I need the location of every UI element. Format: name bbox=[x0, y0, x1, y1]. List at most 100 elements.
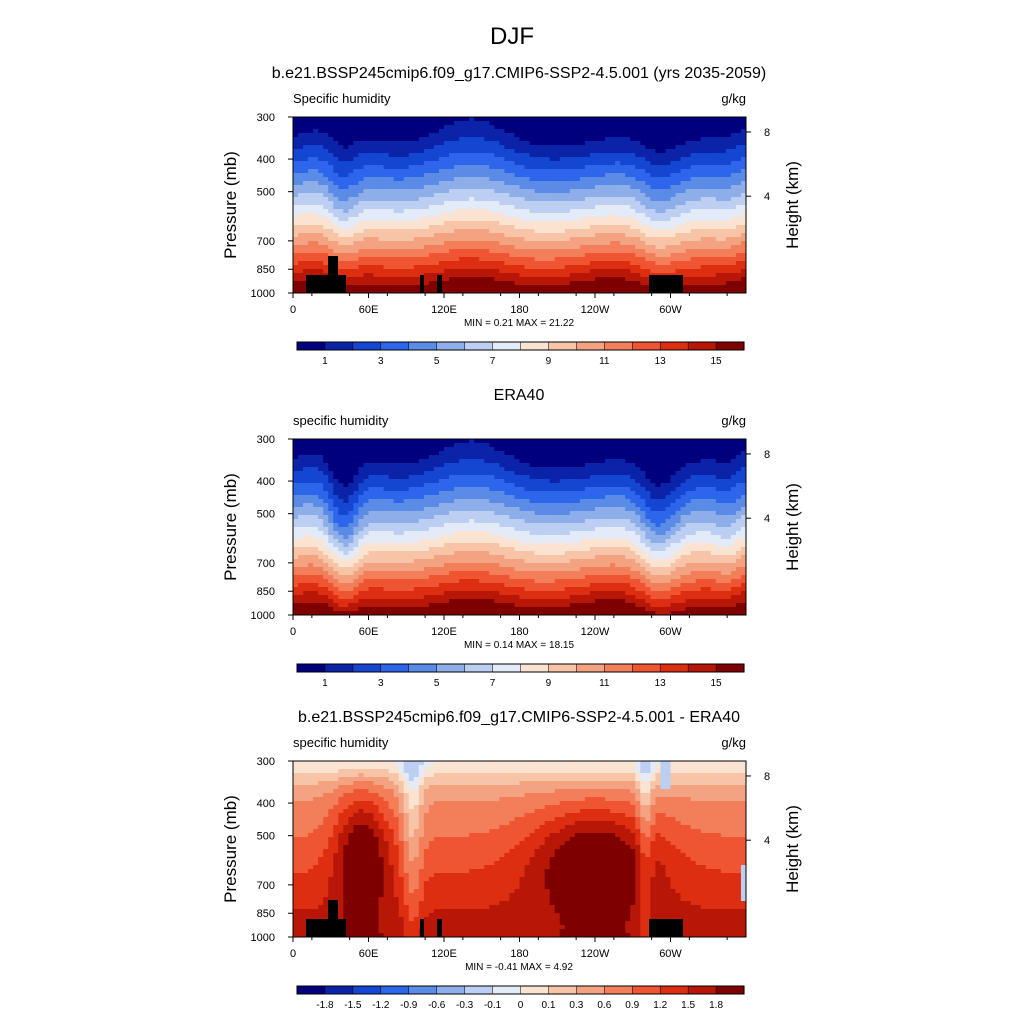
field-cell bbox=[725, 289, 732, 293]
field-cell bbox=[489, 193, 495, 198]
field-cell bbox=[605, 133, 611, 138]
field-cell bbox=[700, 253, 707, 258]
field-cell bbox=[393, 229, 400, 234]
field-cell bbox=[444, 193, 450, 198]
field-cell bbox=[569, 443, 576, 448]
field-cell bbox=[635, 205, 641, 210]
field-cell bbox=[444, 137, 450, 142]
field-cell bbox=[403, 205, 410, 210]
field-cell bbox=[740, 149, 746, 154]
field-cell bbox=[348, 161, 354, 166]
field-cell bbox=[418, 185, 425, 190]
field-cell bbox=[600, 289, 606, 293]
field-cell bbox=[373, 443, 380, 448]
field-cell bbox=[499, 475, 505, 480]
field-cell bbox=[595, 189, 601, 194]
field-cell bbox=[524, 181, 531, 186]
field-cell bbox=[393, 145, 400, 150]
field-cell bbox=[489, 213, 495, 218]
field-cell bbox=[323, 125, 329, 130]
field-cell bbox=[529, 249, 536, 254]
field-cell bbox=[333, 145, 339, 150]
field-cell bbox=[569, 161, 576, 166]
field-cell bbox=[333, 153, 339, 158]
field-cell bbox=[524, 197, 531, 202]
field-cell bbox=[423, 117, 430, 122]
field-cell bbox=[685, 471, 692, 476]
field-cell bbox=[418, 161, 425, 166]
field-cell bbox=[635, 463, 641, 468]
field-cell bbox=[469, 463, 475, 468]
field-cell bbox=[469, 181, 475, 186]
field-cell bbox=[559, 193, 566, 198]
field-cell bbox=[564, 145, 571, 150]
panel-title: ERA40 bbox=[494, 387, 545, 404]
field-cell bbox=[378, 157, 385, 162]
field-cell bbox=[710, 281, 717, 286]
field-cell bbox=[423, 475, 430, 480]
field-cell bbox=[529, 205, 536, 210]
field-cell bbox=[559, 181, 566, 186]
field-cell bbox=[469, 237, 475, 242]
field-cell bbox=[670, 157, 677, 162]
field-cell bbox=[318, 181, 324, 186]
field-cell bbox=[610, 189, 616, 194]
field-cell bbox=[358, 447, 365, 452]
field-cell bbox=[720, 137, 727, 142]
field-cell bbox=[685, 257, 692, 262]
field-cell bbox=[454, 157, 460, 162]
field-cell bbox=[484, 277, 490, 282]
field-cell bbox=[605, 269, 611, 274]
field-cell bbox=[348, 249, 354, 254]
field-cell bbox=[735, 185, 742, 190]
field-cell bbox=[438, 125, 445, 130]
field-cell bbox=[524, 269, 531, 274]
field-cell bbox=[499, 121, 505, 126]
field-cell bbox=[398, 169, 405, 174]
field-cell bbox=[484, 221, 490, 226]
field-cell bbox=[630, 225, 636, 230]
field-cell bbox=[383, 133, 390, 138]
field-cell bbox=[615, 189, 621, 194]
field-cell bbox=[363, 471, 370, 476]
field-cell bbox=[469, 169, 475, 174]
field-cell bbox=[313, 439, 319, 444]
field-cell bbox=[670, 225, 677, 230]
field-cell bbox=[650, 217, 656, 222]
field-cell bbox=[700, 137, 707, 142]
field-cell bbox=[428, 153, 435, 158]
field-cell bbox=[494, 467, 500, 472]
field-cell bbox=[720, 245, 727, 250]
field-cell bbox=[444, 169, 450, 174]
field-cell bbox=[348, 205, 354, 210]
field-cell bbox=[438, 173, 445, 178]
field-cell bbox=[564, 157, 571, 162]
field-cell bbox=[595, 165, 601, 170]
field-cell bbox=[293, 157, 299, 162]
field-cell bbox=[494, 153, 500, 158]
field-cell bbox=[595, 273, 601, 278]
field-cell bbox=[413, 189, 420, 194]
field-cell bbox=[544, 253, 551, 258]
field-cell bbox=[454, 459, 460, 464]
field-cell bbox=[454, 177, 460, 182]
field-cell bbox=[680, 157, 687, 162]
field-cell bbox=[348, 285, 354, 290]
field-cell bbox=[655, 253, 662, 258]
field-cell bbox=[428, 129, 435, 134]
field-cell bbox=[690, 137, 697, 142]
field-cell bbox=[313, 229, 319, 234]
field-cell bbox=[343, 245, 349, 250]
field-cell bbox=[459, 265, 465, 270]
field-cell bbox=[645, 257, 651, 262]
field-cell bbox=[393, 225, 400, 230]
field-cell bbox=[469, 475, 475, 480]
field-cell bbox=[685, 277, 692, 282]
field-cell bbox=[418, 249, 425, 254]
field-cell bbox=[423, 153, 430, 158]
field-cell bbox=[393, 165, 400, 170]
field-cell bbox=[388, 285, 395, 290]
field-cell bbox=[318, 145, 324, 150]
field-cell bbox=[529, 463, 536, 468]
field-cell bbox=[358, 125, 365, 130]
